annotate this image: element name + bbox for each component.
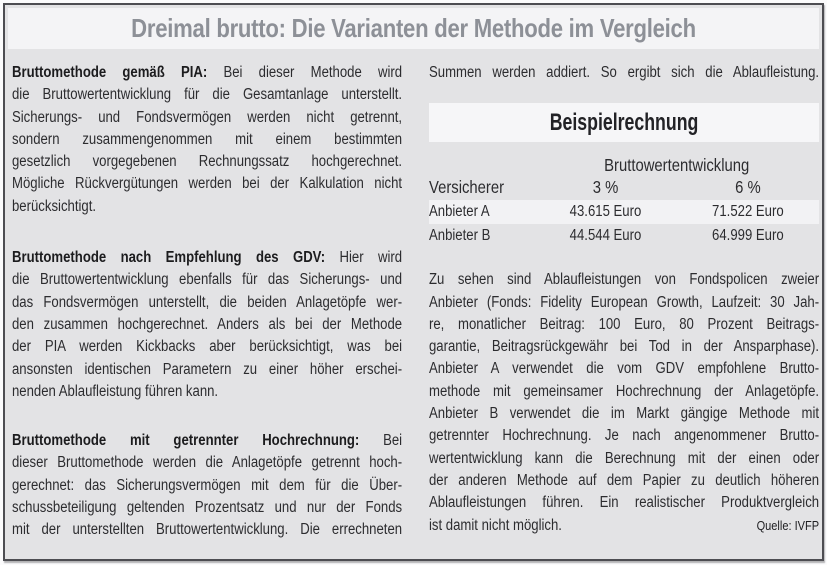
text-line: garantie, Beitragsrückgewähr bei Tod in … [429, 338, 820, 356]
text-line: Summen werden addiert. So ergibt sich di… [429, 64, 820, 81]
source-credit: Quelle: IVFP [756, 517, 820, 533]
text-line-rest: Bei [383, 432, 403, 450]
left-column-text: Bruttomethode gemäß PIA: Bei dieser Meth… [12, 62, 402, 542]
paragraph-pia-method: Bruttomethode gemäß PIA: Bei dieser Meth… [12, 62, 402, 218]
paragraph-table-explanation: Zu sehen sind Ablaufleistungen von Fonds… [429, 269, 819, 537]
column-header-3-percent: 3 % [592, 177, 619, 198]
text-line: die Bruttowertentwicklung ebenfalls für … [12, 271, 403, 289]
text-line: wertentwicklung kann die Berechnung mit … [429, 449, 820, 467]
column-header-6-percent: 6 % [735, 177, 761, 198]
right-column: Summen werden addiert. So ergibt sich di… [429, 62, 820, 542]
cell-3-percent: 43.615 Euro [569, 203, 642, 221]
table-group-header: Bruttowertentwicklung [604, 155, 750, 176]
text-line: Sicherungs- und Fondsvermögen werden nic… [12, 108, 403, 126]
final-line: ist damit nicht möglich. Quelle: IVFP [429, 515, 819, 537]
table-row-anbieter-a: Anbieter A 43.615 Euro 71.522 Euro [429, 200, 820, 225]
text-line: Mögliche Rückvergütungen werden bei der … [12, 175, 403, 193]
text-line: berücksichtigt. [12, 197, 97, 215]
paragraph-gdv-method: Bruttomethode nach Empfehlung des GDV: H… [12, 247, 402, 403]
text-line: die Bruttowertentwicklung für die Gesamt… [12, 86, 403, 104]
text-line: Bruttomethode nach Empfehlung des GDV: H… [12, 247, 402, 269]
text-line: gesetzlich vorgegebenen Rechnungssatz ho… [12, 153, 403, 171]
text-line: re, monatlicher Beitrag: 100 Euro, 80 Pr… [429, 315, 820, 333]
lead-phrase: Bruttomethode nach Empfehlung des GDV: [12, 249, 326, 267]
text-line: den zusammen hochgerechnet. Anders als b… [12, 315, 403, 333]
right-column-text: Summen werden addiert. So ergibt sich di… [429, 62, 820, 537]
text-line: Anbieter B verwendet die im Markt gängig… [429, 405, 820, 423]
text-line: Bruttomethode gemäß PIA: Bei dieser Meth… [12, 62, 402, 84]
text-line: getrennter Hochrechnung. Je nach angenom… [429, 427, 820, 445]
spacer-cell [429, 154, 534, 176]
text-line-rest: Bei dieser Methode wird [223, 64, 403, 81]
left-column: Bruttomethode gemäß PIA: Bei dieser Meth… [12, 62, 402, 542]
example-table-title: Beispielrechnung [549, 108, 699, 136]
text-line-rest: Hier wird [339, 249, 403, 267]
table-row-anbieter-b: Anbieter B 44.544 Euro 64.999 Euro [429, 224, 819, 248]
table-header-row: Versicherer 3 % 6 % [429, 176, 819, 200]
text-line: dieser Bruttomethode werden die Anlagetö… [12, 454, 403, 472]
text-line: ist damit nicht möglich. [429, 516, 562, 534]
lead-phrase: Bruttomethode mit getrennter Hochrechnun… [12, 432, 360, 450]
lead-phrase: Bruttomethode gemäß PIA: [12, 64, 208, 81]
article-frame: Dreimal brutto: Die Varianten der Method… [3, 3, 824, 561]
row-label: Anbieter B [429, 227, 491, 245]
row-label: Anbieter A [429, 203, 490, 221]
text-line: nenden Ablaufleistung führen kann. [12, 382, 219, 400]
article-title-bar: Dreimal brutto: Die Varianten der Method… [8, 8, 819, 49]
text-line: sondern zusammengenommen mit einem besti… [12, 130, 403, 148]
text-line: Bruttomethode mit getrennter Hochrechnun… [12, 430, 402, 452]
text-line: Ablaufleistungen führen. Ein realistisch… [429, 494, 820, 512]
text-line: das Fondsvermögen unterstellt, die beide… [12, 293, 403, 311]
text-line: Anbieter A verwendet die vom GDV empfohl… [429, 360, 820, 378]
text-line: der anderen Methode auf dem Papier zu de… [429, 471, 820, 489]
cell-6-percent: 64.999 Euro [712, 227, 784, 245]
paragraph-separate-projection-method: Bruttomethode mit getrennter Hochrechnun… [12, 430, 402, 541]
text-line: der PIA werden Kickbacks aber berücksich… [12, 338, 403, 356]
text-line: schussbeteiligung geltenden Prozentsatz … [12, 499, 403, 517]
table-group-header-row: Bruttowertentwicklung [429, 154, 819, 176]
cell-6-percent: 71.522 Euro [712, 203, 784, 221]
text-line: mit der unterstellten Bruttowertentwickl… [12, 521, 403, 539]
text-line: gerechnet: das Sicherungsvermögen mit de… [12, 476, 403, 494]
page-title: Dreimal brutto: Die Varianten der Method… [131, 13, 696, 43]
text-line: Anbieter (Fonds: Fidelity European Growt… [429, 293, 820, 311]
example-table-title-bar: Beispielrechnung [429, 103, 820, 143]
text-line: methode mit gemeinsamer Hochrechnung der… [429, 382, 820, 400]
text-line: ansonsten identischen Parametern zu eine… [12, 360, 403, 378]
text-line: Zu sehen sind Ablaufleistungen von Fonds… [429, 271, 820, 289]
article-body: Bruttomethode gemäß PIA: Bei dieser Meth… [5, 49, 822, 542]
column-header-versicherer: Versicherer [429, 177, 505, 198]
cell-3-percent: 44.544 Euro [569, 227, 642, 245]
